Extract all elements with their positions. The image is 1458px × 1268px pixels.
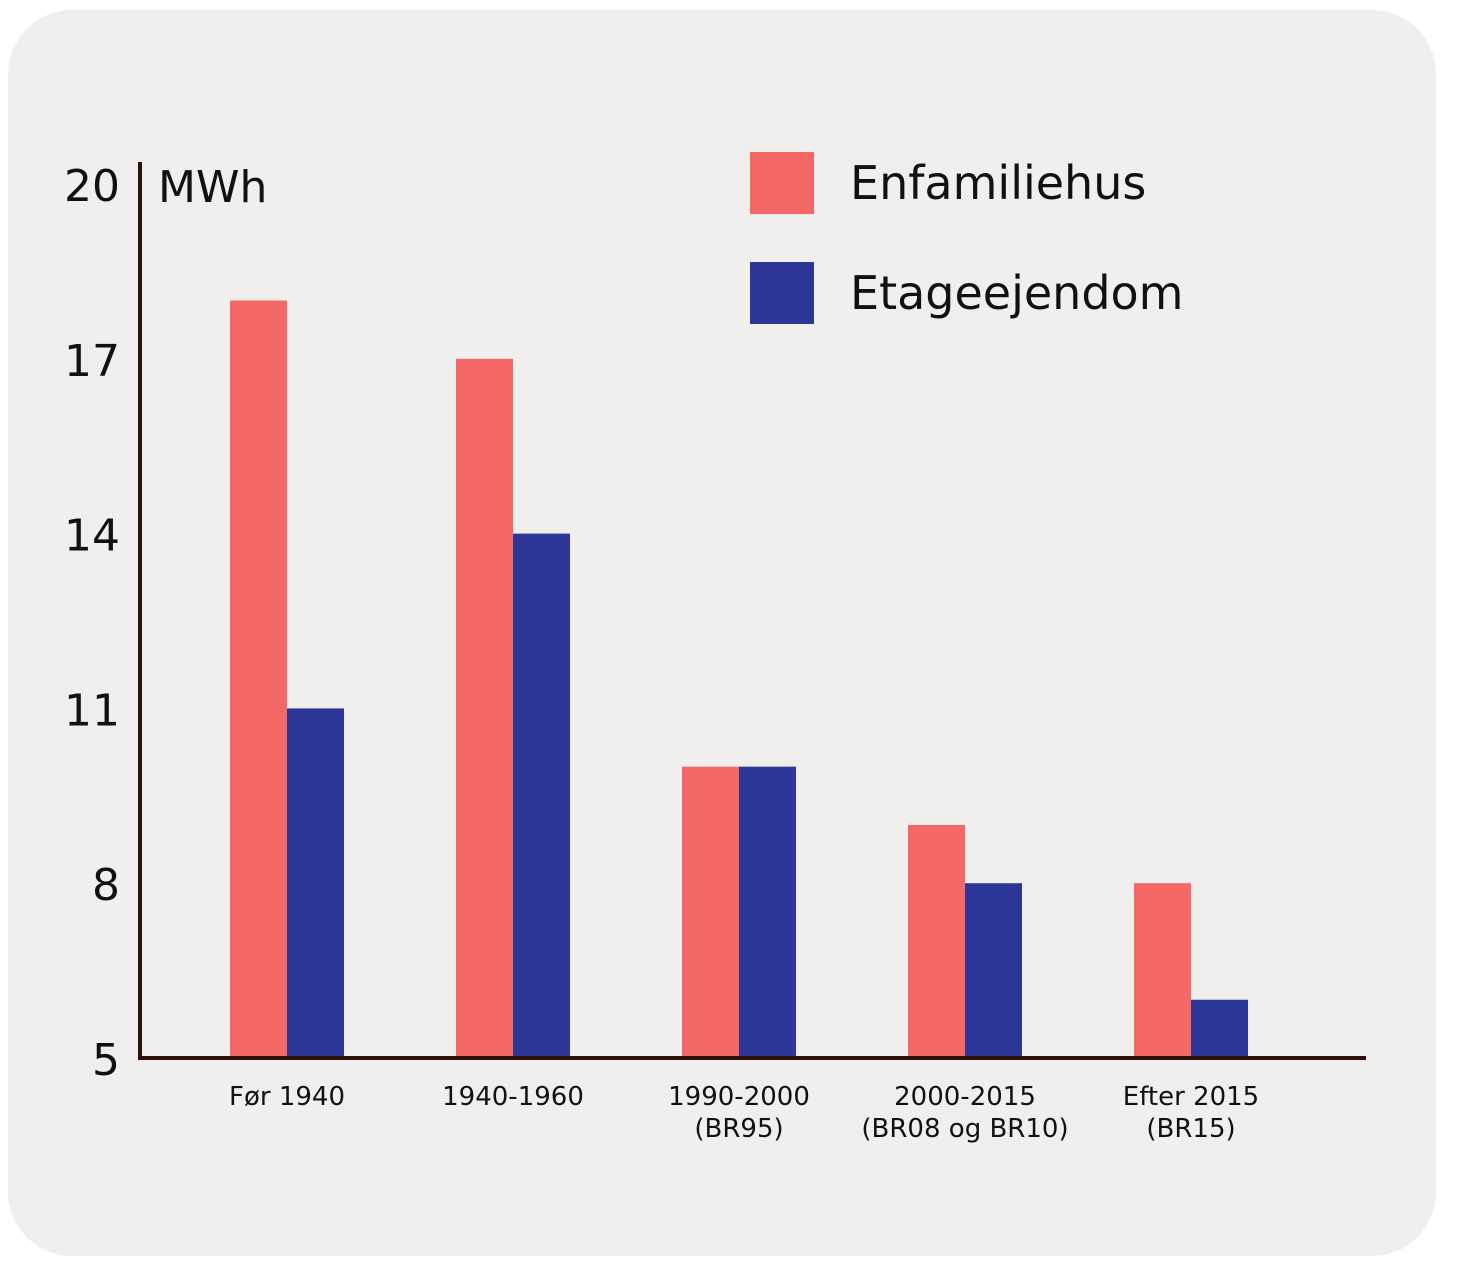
bar-etageejendom-2: [739, 766, 796, 1058]
bar-etageejendom-3: [965, 883, 1022, 1058]
bars-group: [230, 300, 1248, 1058]
x-tick-label: Før 1940: [229, 1082, 345, 1112]
legend-label-enfamiliehus: Enfamiliehus: [850, 156, 1146, 210]
y-tick-label: 11: [64, 685, 120, 736]
bar-enfamiliehus-3: [908, 824, 965, 1058]
x-tick-label: 1940-1960: [442, 1082, 584, 1112]
bar-enfamiliehus-1: [456, 358, 513, 1058]
y-tick-label: 14: [64, 511, 120, 562]
y-tick-labels: 20 17 14 11 8 5: [64, 161, 120, 1086]
y-tick-label: 5: [92, 1035, 120, 1086]
legend: Enfamiliehus Etageejendom: [750, 152, 1183, 324]
legend-swatch-etageejendom: [750, 262, 814, 324]
x-tick-labels: Før 1940 1940-1960 1990-2000(BR95) 2000-201…: [229, 1082, 1259, 1144]
y-tick-label: 17: [64, 336, 120, 387]
x-tick-label: (BR08 og BR10): [861, 1114, 1068, 1144]
legend-swatch-enfamiliehus: [750, 152, 814, 214]
bar-enfamiliehus-0: [230, 300, 287, 1058]
y-tick-label: 20: [64, 161, 120, 212]
legend-label-etageejendom: Etageejendom: [850, 266, 1183, 320]
bar-etageejendom-0: [287, 708, 344, 1058]
y-axis-unit-label: MWh: [158, 162, 267, 213]
x-tick-label: 2000-2015: [894, 1082, 1036, 1112]
x-tick-label: (BR95): [694, 1114, 783, 1144]
y-tick-label: 8: [92, 860, 120, 911]
x-tick-label: Efter 2015: [1123, 1082, 1259, 1112]
bar-etageejendom-4: [1191, 999, 1248, 1058]
bar-enfamiliehus-4: [1134, 883, 1191, 1058]
bar-etageejendom-1: [513, 533, 570, 1058]
bar-enfamiliehus-2: [682, 766, 739, 1058]
x-tick-label: (BR15): [1146, 1114, 1235, 1144]
x-tick-label: 1990-2000: [668, 1082, 810, 1112]
